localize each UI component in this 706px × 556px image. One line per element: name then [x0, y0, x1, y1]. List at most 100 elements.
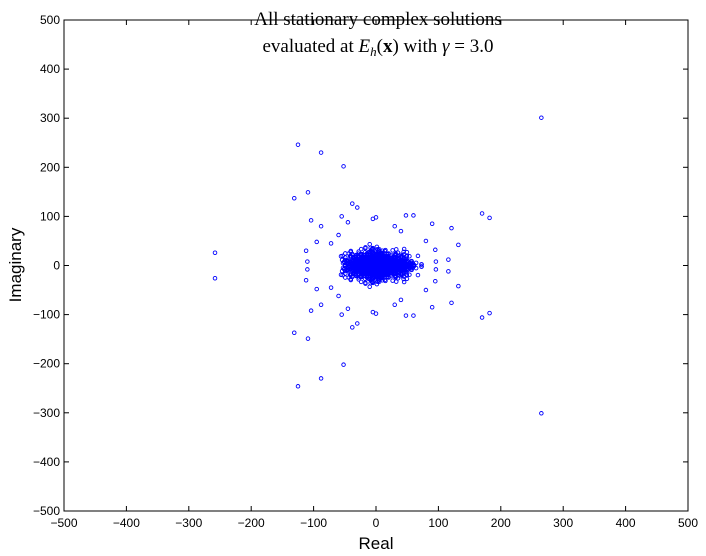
data-point — [367, 241, 372, 247]
y-axis-label: Imaginary — [6, 227, 25, 302]
data-point — [393, 251, 398, 256]
data-point — [371, 267, 376, 272]
data-point — [308, 218, 314, 223]
chart-title-line-2: evaluated at Eh(x) with γ = 3.0 — [262, 36, 493, 59]
data-point — [423, 287, 429, 293]
x-axis-ticks: −500 −400 −300 −200 −100 0 100 200 300 400 500 — [50, 20, 698, 530]
data-point — [374, 244, 380, 250]
data-point — [318, 223, 324, 229]
data-point — [384, 254, 390, 260]
data-point — [377, 247, 382, 252]
data-point — [363, 280, 368, 285]
data-point — [487, 310, 492, 316]
data-point — [339, 312, 344, 317]
data-point — [314, 239, 319, 245]
y-tick-label: −400 — [33, 455, 60, 469]
data-point — [419, 262, 424, 267]
data-point — [365, 251, 370, 257]
data-point — [369, 276, 374, 281]
data-point — [305, 190, 311, 195]
x-tick-label: −300 — [175, 516, 202, 530]
data-point — [415, 272, 421, 278]
data-point — [292, 195, 297, 201]
data-point — [346, 251, 352, 256]
data-point — [350, 325, 355, 330]
x-axis-label: Real — [359, 534, 394, 553]
x-tick-label: 300 — [553, 516, 573, 530]
data-point — [368, 280, 373, 286]
data-point — [456, 242, 461, 248]
data-point — [342, 266, 347, 272]
data-point — [336, 232, 341, 238]
data-point — [362, 265, 368, 271]
data-point — [363, 246, 368, 251]
title-text-evaluated: evaluated at — [262, 36, 358, 57]
x-tick-label: −400 — [113, 516, 140, 530]
data-point — [356, 251, 361, 256]
data-point — [358, 246, 364, 252]
data-point — [400, 272, 405, 277]
x-tick-label: 200 — [491, 516, 511, 530]
data-point — [351, 256, 357, 261]
data-point — [212, 276, 218, 281]
x-tick-label: 0 — [373, 516, 380, 530]
data-point — [358, 279, 364, 285]
data-point — [345, 220, 351, 225]
data-point — [390, 278, 395, 283]
data-point — [394, 279, 399, 284]
data-point — [390, 248, 395, 253]
y-tick-label: 300 — [40, 111, 60, 125]
data-point — [368, 245, 373, 251]
data-point — [314, 286, 319, 292]
data-point — [358, 258, 364, 263]
data-point — [303, 248, 309, 254]
scatter-points — [212, 115, 544, 416]
data-point — [409, 265, 414, 270]
data-point — [403, 313, 409, 318]
data-point — [342, 259, 347, 265]
data-point — [429, 304, 435, 310]
data-point — [343, 271, 348, 276]
title-paren-open: ( — [377, 36, 383, 57]
y-tick-label: 500 — [40, 13, 60, 27]
title-paren-close: ) — [392, 36, 398, 57]
data-point — [341, 362, 346, 367]
data-point — [404, 249, 410, 255]
y-tick-label: −300 — [33, 406, 60, 420]
x-tick-label: 100 — [428, 516, 448, 530]
data-point — [404, 276, 410, 282]
data-point — [367, 255, 372, 261]
data-point — [433, 247, 438, 253]
data-point — [446, 269, 451, 274]
y-tick-label: 0 — [53, 259, 60, 273]
data-point — [305, 267, 310, 272]
data-point — [373, 259, 378, 264]
data-point — [388, 264, 394, 270]
data-point — [388, 252, 394, 258]
data-point — [371, 259, 376, 264]
data-point — [401, 246, 407, 252]
data-point — [365, 261, 370, 266]
data-point — [380, 256, 386, 261]
data-point — [382, 248, 388, 254]
title-symbol-E: E — [358, 36, 371, 57]
data-point — [403, 213, 409, 218]
data-point — [339, 214, 344, 219]
data-point — [351, 270, 357, 275]
data-point — [383, 265, 389, 270]
data-point — [318, 302, 324, 308]
y-tick-label: −200 — [33, 357, 60, 371]
data-point — [305, 336, 311, 341]
data-point — [350, 201, 355, 206]
x-tick-label: −200 — [238, 516, 265, 530]
data-point — [308, 308, 314, 313]
data-point — [433, 259, 439, 264]
data-point — [383, 261, 389, 266]
data-point — [343, 255, 348, 260]
data-point — [318, 150, 324, 155]
data-point — [318, 376, 324, 381]
data-point — [343, 275, 348, 280]
data-point — [349, 262, 354, 267]
title-bold-x: x — [383, 36, 393, 57]
data-point — [388, 273, 394, 279]
